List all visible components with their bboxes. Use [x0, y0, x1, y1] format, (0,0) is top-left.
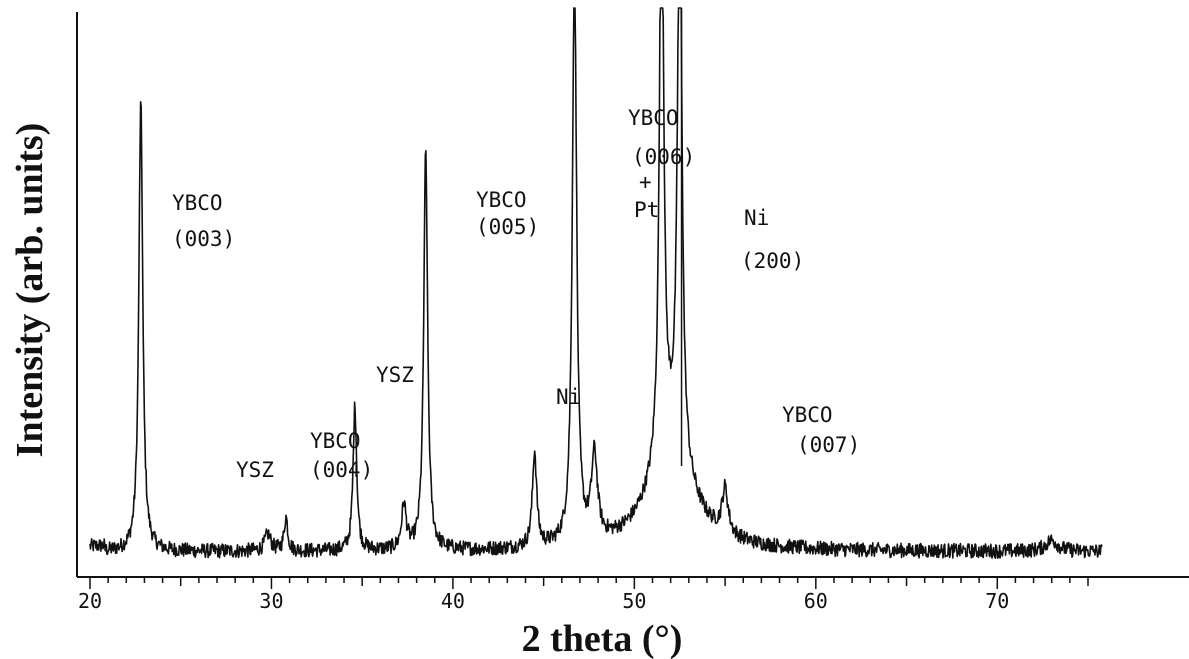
annotation-ybco-005: YBCO (005)	[476, 188, 539, 239]
peak-annotations: YBCO (003) YSZ YBCO (004) YSZ YBCO (005) Ni…	[172, 106, 860, 482]
annotation-line: YSZ	[236, 458, 274, 482]
annotation-line: YBCO	[782, 403, 833, 427]
annotation-ysz-low: YSZ	[236, 458, 274, 482]
x-axis-title: 2 theta (°)	[522, 618, 683, 659]
annotation-line: +	[639, 170, 652, 194]
annotation-line: YSZ	[376, 363, 414, 387]
x-tick-label: 20	[78, 589, 102, 613]
x-ticks	[89, 577, 1089, 589]
annotation-ni: Ni	[556, 385, 581, 409]
x-tick-label: 60	[804, 589, 828, 613]
axes	[76, 12, 1189, 578]
annotation-line: YBCO	[310, 429, 361, 453]
annotation-line: (200)	[741, 249, 804, 273]
annotation-line: (005)	[476, 215, 539, 239]
annotation-line: YBCO	[628, 106, 679, 130]
x-tick-labels: 20 30 40 50 60 70	[78, 589, 1009, 613]
annotation-line: Ni	[744, 206, 769, 230]
annotation-ybco-007: YBCO (007)	[782, 403, 860, 457]
x-tick-label: 40	[441, 589, 465, 613]
diffraction-trace	[89, 7, 1103, 559]
x-tick-label: 70	[985, 589, 1009, 613]
annotation-line: (004)	[310, 458, 373, 482]
annotation-line: Pt	[634, 198, 659, 222]
annotation-line: (006)	[632, 145, 695, 169]
annotation-ysz: YSZ	[376, 363, 414, 387]
x-tick-label: 50	[622, 589, 646, 613]
y-axis-title: Intensity (arb. units)	[9, 123, 51, 458]
annotation-ybco-006-pt: YBCO (006) + Pt	[628, 106, 695, 222]
annotation-ybco-004: YBCO (004)	[310, 429, 373, 482]
x-tick-label: 30	[259, 589, 283, 613]
annotation-line: YBCO	[172, 191, 223, 215]
annotation-ybco-003: YBCO (003)	[172, 191, 235, 251]
annotation-line: Ni	[556, 385, 581, 409]
annotation-ni-200: Ni (200)	[741, 206, 804, 273]
annotation-line: (003)	[172, 227, 235, 251]
annotation-line: YBCO	[476, 188, 527, 212]
annotation-line: (007)	[797, 433, 860, 457]
